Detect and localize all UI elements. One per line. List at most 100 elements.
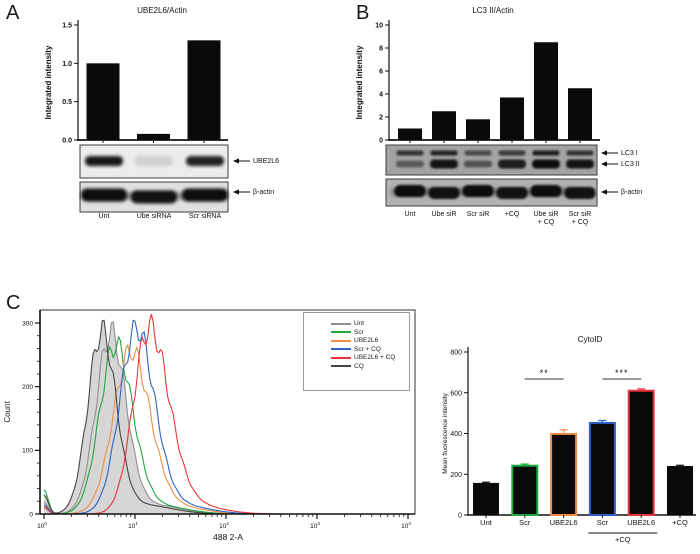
lane-label: Ube siR + CQ [533, 211, 559, 226]
y-axis-title: Mean fluorescence intensity [442, 392, 449, 473]
bar [137, 133, 170, 140]
actin-band [462, 185, 494, 197]
bar [534, 42, 558, 140]
legend-line-swatch [331, 348, 351, 351]
lc3i-band [566, 150, 594, 156]
x-category-label: Unt [480, 518, 493, 527]
actin-band [81, 188, 127, 202]
x-category-label: Scr [519, 518, 531, 527]
chart-title: CytoID [578, 335, 603, 344]
actin-band [496, 187, 528, 199]
y-tick-label: 0 [379, 138, 383, 145]
panel-b-label: B [356, 2, 370, 24]
lane-label: Unt [404, 211, 416, 218]
chart-title: UBE2L6/Actin [137, 6, 187, 15]
legend-entry: UBE2L6 [331, 337, 409, 344]
band-label-lc3-ii: LC3 II [601, 160, 640, 168]
left-arrow-icon [601, 189, 618, 195]
bar [588, 421, 616, 516]
hist-fill-cq [44, 320, 415, 514]
x-category-label: Scr [597, 518, 609, 527]
y-axis-title: Count [3, 401, 12, 423]
bar [432, 111, 456, 140]
legend-label: Scr + CQ [354, 345, 381, 353]
ube2l6-band [85, 156, 123, 166]
lc3ii-band [430, 159, 458, 169]
x-category-label: UBE2L6 [627, 518, 655, 527]
y-tick-label: 0.0 [62, 138, 72, 145]
lane-label: Unt [98, 213, 110, 220]
blot-box-lc3 [385, 144, 598, 176]
bar [568, 88, 592, 140]
bar-chart-lc3ii-actin: LC3 II/Actin Integrated intensity 0 2 4 6 8 10 [355, 6, 600, 145]
y-tick-label: 300 [22, 320, 33, 327]
y-tick-label: 10 [375, 23, 383, 30]
lc3ii-band [396, 160, 424, 168]
significance-stars: *** [615, 368, 629, 378]
panel-a-label: A [6, 2, 20, 24]
chart-title: LC3 II/Actin [472, 6, 513, 15]
lane-label: Scr siRNA [188, 213, 222, 220]
panel-c-label: C [6, 292, 21, 314]
legend-label: UBE2L6 + CQ [354, 354, 396, 362]
legend-entry: CQ [331, 363, 409, 370]
legend-label: UBE2L6 [354, 337, 379, 345]
band-label--actin: β-actin [601, 188, 642, 196]
ube2l6-band [135, 156, 173, 166]
lc3i-band [532, 150, 560, 156]
bar [627, 389, 655, 516]
y-tick-label: 200 [22, 384, 33, 391]
bar-chart-cytoid: CytoID Mean fluorescence intensity 0 200 400… [442, 335, 696, 544]
x-category-label: +CQ [672, 518, 688, 527]
legend-entry: Unt [331, 320, 409, 327]
band-label--actin: β-actin [233, 188, 274, 196]
actin-band [564, 187, 596, 199]
y-tick-label: 1.0 [62, 61, 72, 68]
x-category-label: UBE2L6 [550, 518, 578, 527]
lane-label: Ube siR [431, 211, 457, 218]
band-label-lc3-i: LC3 I [601, 149, 638, 157]
bar [550, 432, 578, 516]
bar [500, 97, 524, 140]
left-arrow-icon [601, 161, 618, 167]
actin-band [428, 187, 460, 199]
group-bracket-label: +CQ [615, 535, 631, 544]
legend-line-swatch [331, 322, 351, 325]
y-tick-label: 0.5 [62, 99, 72, 106]
bar [473, 482, 499, 516]
flow-cytometry-histogram: 0 100 200 300 100 101 102 103 104 488 2-A Count [3, 309, 416, 542]
x-tick-label: 103 [310, 521, 320, 530]
legend-line-swatch [331, 339, 351, 342]
left-arrow-icon [233, 189, 250, 195]
y-axis-title: Integrated intensity [355, 45, 364, 119]
y-tick-label: 2 [379, 115, 383, 122]
legend-label: Scr [354, 328, 364, 336]
lane-label: Scr siR + CQ [568, 211, 592, 226]
lc3i-band [498, 150, 526, 156]
y-tick-label: 100 [22, 448, 33, 455]
bar-chart-ube2l6-actin: UBE2L6/Actin Integrated intensity 0.0 0.5 1.… [44, 6, 228, 145]
lc3ii-band [566, 159, 594, 169]
x-tick-label: 104 [401, 521, 411, 530]
legend-entry: UBE2L6 + CQ [331, 354, 409, 361]
x-tick-label: 102 [219, 521, 229, 530]
x-axis-title: 488 2-A [213, 532, 243, 542]
y-tick-label: 200 [450, 472, 462, 479]
legend-line-swatch [331, 356, 351, 359]
bar [466, 119, 490, 140]
actin-band [530, 185, 562, 197]
left-arrow-icon [601, 150, 618, 156]
x-tick-label: 100 [37, 521, 47, 530]
y-tick-label: 0 [458, 513, 462, 520]
legend-label: CQ [354, 362, 364, 370]
significance-stars: ** [540, 368, 549, 378]
y-tick-label: 6 [379, 69, 383, 76]
actin-band [394, 185, 426, 197]
legend-entry: Scr [331, 329, 409, 336]
lane-label: Ube siRNA [136, 213, 172, 220]
legend-line-swatch [331, 365, 351, 368]
left-arrow-icon [233, 158, 250, 164]
bar [187, 40, 221, 141]
y-tick-label: 400 [450, 431, 462, 438]
lc3ii-band [532, 159, 560, 169]
